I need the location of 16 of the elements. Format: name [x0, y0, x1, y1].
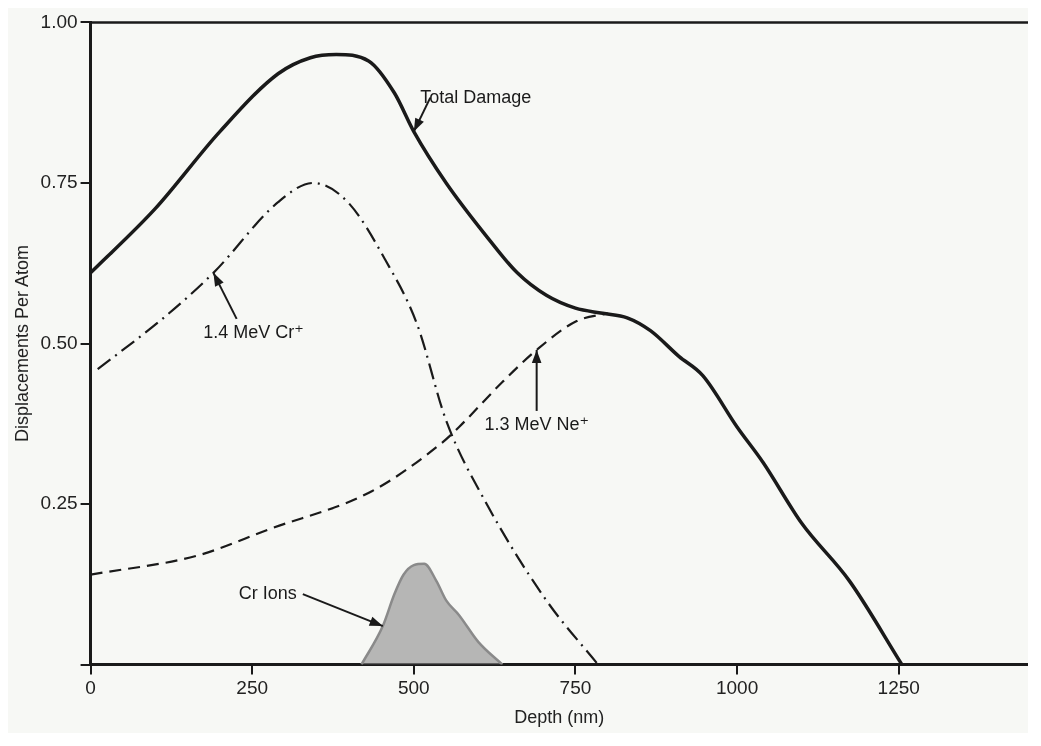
y-axis-title: Displacements Per Atom: [11, 244, 32, 443]
y-tick-label: 0.25: [40, 492, 78, 514]
y-tick-label: 0.75: [40, 171, 78, 193]
x-tick-label: 750: [559, 677, 592, 699]
x-tick-label: 250: [236, 677, 269, 699]
x-tick-label: 0: [85, 677, 96, 699]
x-tick-label: 1000: [715, 677, 759, 699]
x-tick-label: 500: [397, 677, 430, 699]
text: Cr Ions: [238, 583, 297, 604]
x-tick-label: 1250: [877, 677, 920, 699]
y-tick-label: 0.50: [40, 331, 78, 353]
series-label: 1.3 MeV Ne⁺: [484, 413, 589, 434]
series-label: 1.4 MeV Cr⁺: [203, 321, 304, 342]
series-label: Total Damage: [420, 86, 532, 107]
y-tick-label: 1.00: [40, 10, 78, 32]
x-axis-title: Depth (nm): [514, 707, 605, 728]
